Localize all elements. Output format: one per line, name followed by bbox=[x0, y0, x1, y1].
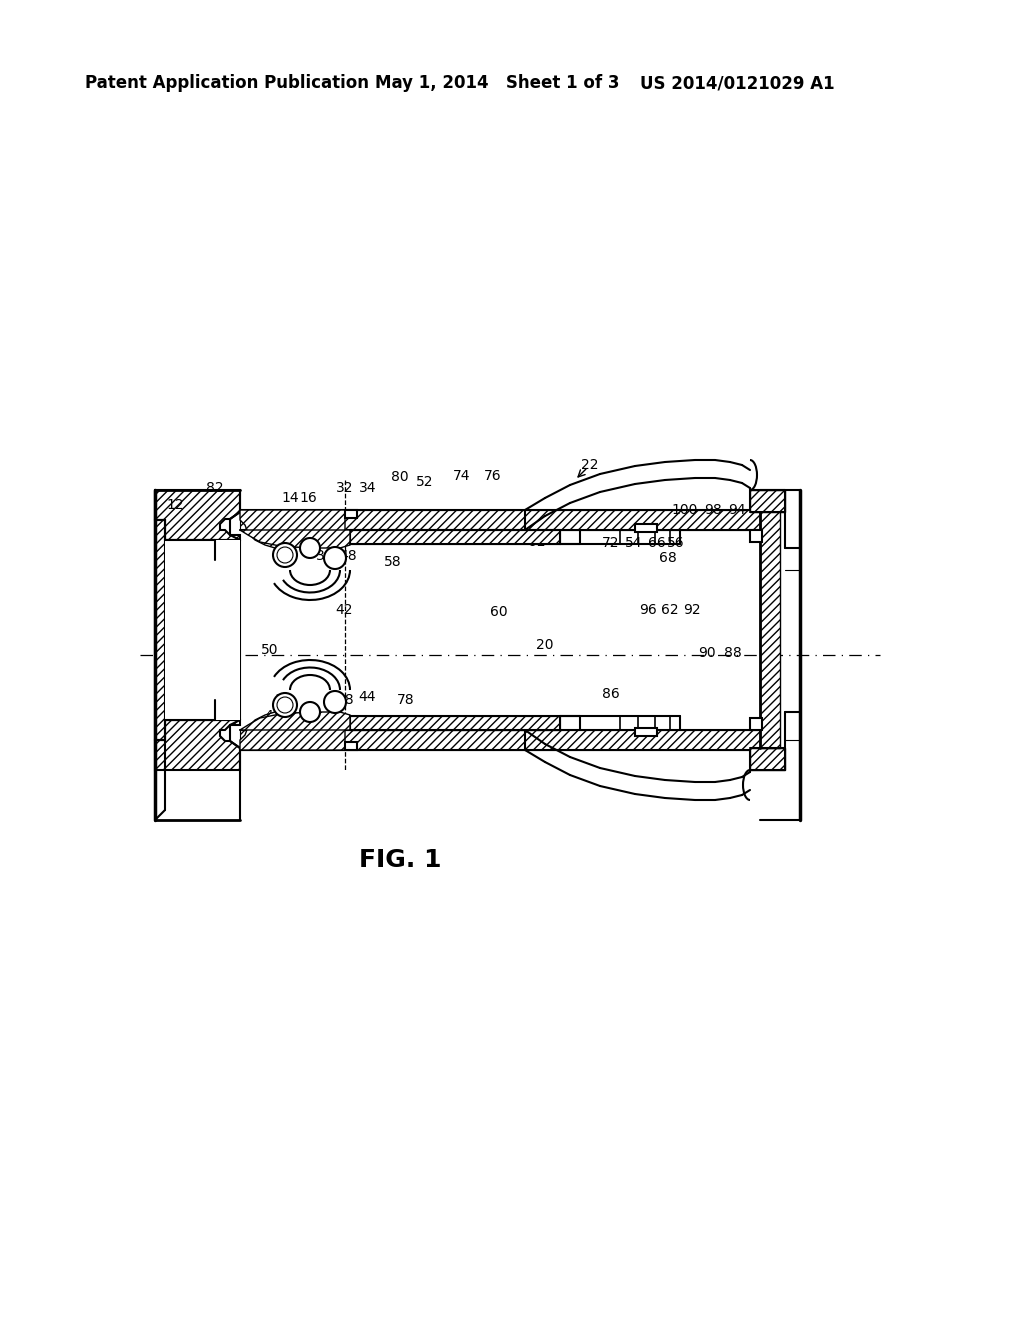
Text: 54: 54 bbox=[626, 536, 643, 550]
Circle shape bbox=[300, 702, 319, 722]
Text: 46: 46 bbox=[264, 709, 282, 723]
Text: Patent Application Publication: Patent Application Publication bbox=[85, 74, 369, 92]
Text: 74: 74 bbox=[454, 469, 471, 483]
Polygon shape bbox=[155, 520, 165, 741]
Text: 42: 42 bbox=[335, 603, 352, 616]
Text: 38: 38 bbox=[337, 693, 354, 708]
Text: 58: 58 bbox=[384, 554, 401, 569]
Circle shape bbox=[278, 546, 293, 564]
Polygon shape bbox=[155, 719, 240, 770]
Bar bbox=[760, 512, 780, 748]
Text: 18: 18 bbox=[274, 693, 292, 708]
Text: 70: 70 bbox=[759, 531, 777, 544]
Text: 30: 30 bbox=[177, 693, 195, 708]
Bar bbox=[350, 531, 560, 544]
Polygon shape bbox=[240, 531, 350, 548]
Text: 68: 68 bbox=[659, 550, 677, 565]
Polygon shape bbox=[240, 510, 345, 548]
Text: 44: 44 bbox=[358, 690, 376, 704]
Text: 14: 14 bbox=[282, 491, 299, 506]
Polygon shape bbox=[240, 711, 345, 750]
Text: 98: 98 bbox=[705, 503, 722, 517]
Text: 72: 72 bbox=[602, 536, 620, 550]
Polygon shape bbox=[155, 490, 240, 540]
Text: 62: 62 bbox=[528, 535, 546, 549]
Circle shape bbox=[278, 697, 293, 713]
Text: 50: 50 bbox=[261, 643, 279, 657]
Bar bbox=[750, 490, 785, 512]
Text: 56: 56 bbox=[668, 536, 685, 550]
Text: 82: 82 bbox=[206, 480, 224, 495]
Text: 60: 60 bbox=[490, 605, 508, 619]
Text: 80: 80 bbox=[391, 470, 409, 484]
Text: 100: 100 bbox=[672, 503, 698, 517]
Bar bbox=[240, 510, 760, 531]
Circle shape bbox=[273, 543, 297, 568]
Text: 20: 20 bbox=[537, 638, 554, 652]
Bar bbox=[750, 748, 785, 770]
Text: 16: 16 bbox=[299, 491, 316, 506]
Text: 28: 28 bbox=[219, 690, 237, 705]
Text: 52: 52 bbox=[416, 475, 434, 488]
Text: 92: 92 bbox=[683, 603, 700, 616]
Bar bbox=[635, 729, 657, 737]
Circle shape bbox=[300, 539, 319, 558]
Bar bbox=[345, 742, 357, 750]
Bar bbox=[750, 531, 762, 543]
Text: 76: 76 bbox=[484, 469, 502, 483]
Circle shape bbox=[324, 690, 346, 713]
Polygon shape bbox=[240, 711, 350, 730]
Text: 62: 62 bbox=[662, 603, 679, 616]
Bar bbox=[165, 540, 240, 719]
Text: US 2014/0121029 A1: US 2014/0121029 A1 bbox=[640, 74, 835, 92]
Text: 78: 78 bbox=[397, 693, 415, 708]
Circle shape bbox=[324, 546, 346, 569]
Text: 88: 88 bbox=[724, 645, 741, 660]
Text: May 1, 2014   Sheet 1 of 3: May 1, 2014 Sheet 1 of 3 bbox=[375, 74, 620, 92]
Text: 66: 66 bbox=[648, 536, 666, 550]
Text: 90: 90 bbox=[698, 645, 716, 660]
Text: 36: 36 bbox=[316, 549, 334, 564]
Text: 94: 94 bbox=[728, 503, 745, 517]
Text: 34: 34 bbox=[359, 480, 377, 495]
Bar bbox=[345, 510, 357, 517]
Text: 12: 12 bbox=[166, 498, 184, 512]
Bar bbox=[750, 718, 762, 730]
Text: 86: 86 bbox=[602, 686, 620, 701]
Bar bbox=[635, 524, 657, 532]
Text: 96: 96 bbox=[639, 603, 656, 616]
Text: 48: 48 bbox=[339, 549, 356, 564]
Text: 32: 32 bbox=[336, 480, 353, 495]
Circle shape bbox=[273, 693, 297, 717]
Bar bbox=[240, 730, 760, 750]
Text: 22: 22 bbox=[582, 458, 599, 473]
Bar bbox=[350, 715, 560, 730]
Text: FIG. 1: FIG. 1 bbox=[358, 847, 441, 873]
